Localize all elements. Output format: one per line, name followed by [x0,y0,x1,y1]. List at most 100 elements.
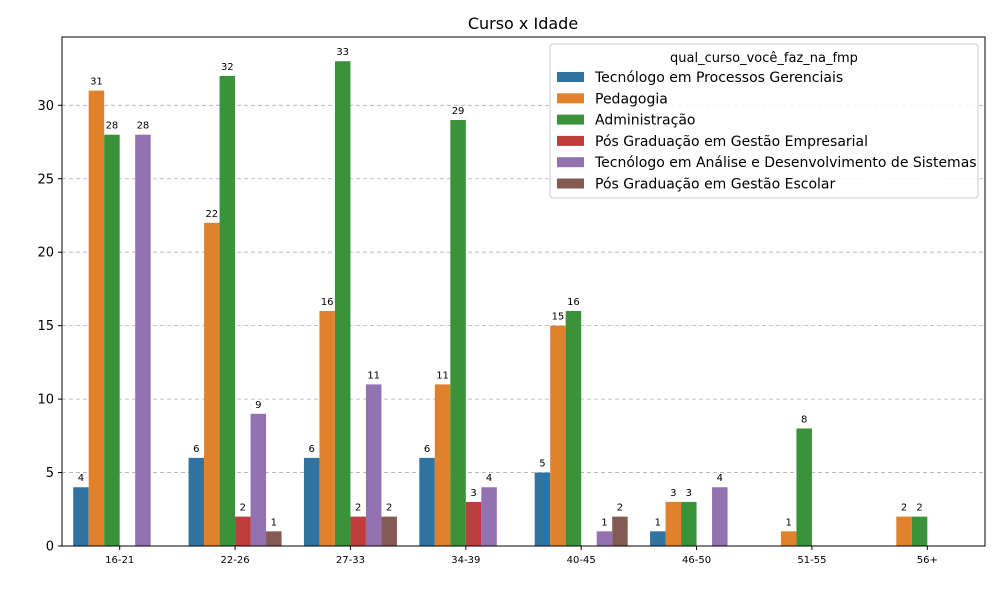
plot-frame [61,36,986,547]
bar-label-s5-c4: 2 [617,503,623,514]
bar-s0-c5 [650,531,666,546]
bar-s2-c6 [796,428,812,546]
ytick-label-0: 0 [46,540,54,555]
bar-s2-c3 [450,119,466,546]
bar-s2-c7 [911,516,928,546]
bar-s0-c0 [73,487,89,546]
bar-label-s2-c7: 2 [916,503,922,514]
bar-s3-c1 [235,516,251,546]
legend-title: qual_curso_você_faz_na_fmp [670,51,858,66]
xtick-label-6: 51-55 [797,555,826,566]
xtick-label-0: 16-21 [105,555,134,566]
bar-label-s0-c5: 1 [655,517,661,528]
bar-label-s4-c5: 4 [717,473,723,484]
legend-swatch-5 [557,178,584,189]
bar-s5-c1 [266,531,282,546]
bar-label-s3-c1: 2 [240,503,246,514]
bar-label-s4-c3: 4 [486,473,492,484]
bar-label-s2-c1: 32 [221,62,234,73]
xtick-label-2: 27-33 [336,555,365,566]
bar-label-s0-c1: 6 [193,444,199,455]
bar-label-s4-c4: 1 [601,517,607,528]
bar-label-s1-c2: 16 [321,297,334,308]
bar-s1-c4 [550,325,566,546]
legend: qual_curso_você_faz_na_fmp Tecnólogo em P… [549,43,979,199]
bar-label-s4-c1: 9 [255,400,261,411]
ytick-label-1: 5 [46,466,54,481]
bar-s4-c0 [135,134,151,546]
legend-swatch-3 [557,135,584,146]
bar-s3-c2 [350,516,366,546]
xtick-label-4: 40-45 [567,555,596,566]
bar-label-s1-c5: 3 [670,488,676,499]
chart-title: Curso x Idade [468,14,578,33]
bar-s1-c0 [88,90,105,546]
bar-label-s1-c3: 11 [436,370,449,381]
bar-label-s0-c2: 6 [309,444,315,455]
bar-s2-c1 [219,75,236,546]
bar-label-s1-c7: 2 [901,503,907,514]
bar-label-s2-c2: 33 [336,47,349,58]
legend-swatch-4 [557,157,584,168]
bar-label-s2-c3: 29 [452,106,465,117]
ytick-label-3: 15 [37,319,54,334]
bar-s0-c2 [303,457,320,546]
ytick-label-2: 10 [37,393,54,408]
legend-label-0: Tecnólogo em Processos Gerenciais [594,70,843,86]
bar-label-s5-c1: 1 [271,517,277,528]
bar-s5-c2 [381,516,397,546]
legend-label-4: Tecnólogo em Análise e Desenvolvimento d… [594,155,977,171]
bar-label-s4-c0: 28 [137,121,150,132]
bar-label-s2-c0: 28 [106,121,119,132]
legend-label-1: Pedagogia [595,91,668,107]
ytick-label-4: 20 [37,246,54,261]
bar-s1-c3 [434,384,451,546]
xtick-label-7: 56+ [917,555,938,566]
bar-s2-c2 [334,61,351,546]
legend-label-3: Pós Graduação em Gestão Empresarial [595,134,868,150]
bar-label-s2-c6: 8 [801,414,807,425]
bar-s2-c5 [681,501,697,546]
bar-label-s1-c4: 15 [552,312,565,323]
ytick-label-6: 30 [37,99,54,114]
bar-s1-c2 [319,310,335,546]
bar-s4-c4 [596,531,613,546]
bar-label-s1-c6: 1 [786,517,792,528]
bar-label-s4-c2: 11 [367,370,380,381]
bar-s4-c1 [250,413,267,546]
bar-label-s0-c4: 5 [539,459,545,470]
bar-label-s3-c3: 3 [470,488,476,499]
bar-s2-c0 [104,134,120,546]
bar-s1-c6 [780,531,797,546]
ytick-label-5: 25 [37,172,54,187]
bar-s1-c7 [896,516,912,546]
bar-label-s1-c0: 31 [90,77,103,88]
bar-s1-c1 [204,222,220,547]
bar-s2-c4 [565,310,582,546]
bar-s4-c3 [481,487,497,546]
legend-swatch-2 [557,114,584,125]
bar-s5-c4 [612,516,628,546]
bar-s0-c4 [534,472,551,546]
bar-s1-c5 [665,501,682,546]
bar-s4-c5 [712,487,728,546]
bar-label-s3-c2: 2 [355,503,361,514]
bar-label-s1-c1: 22 [205,209,218,220]
bar-label-s2-c5: 3 [686,488,692,499]
xtick-label-1: 22-26 [221,555,250,566]
bar-label-s0-c3: 6 [424,444,430,455]
xtick-label-3: 34-39 [451,555,480,566]
legend-swatch-0 [557,72,584,82]
legend-label-2: Administração [595,113,695,129]
legend-swatch-1 [557,93,584,104]
bar-s3-c3 [465,501,482,546]
bar-label-s2-c4: 16 [567,297,580,308]
legend-box [549,43,979,199]
bar-label-s0-c0: 4 [78,473,84,484]
bars [73,61,928,547]
bar-s0-c3 [419,457,435,546]
xtick-label-5: 46-50 [682,555,711,566]
